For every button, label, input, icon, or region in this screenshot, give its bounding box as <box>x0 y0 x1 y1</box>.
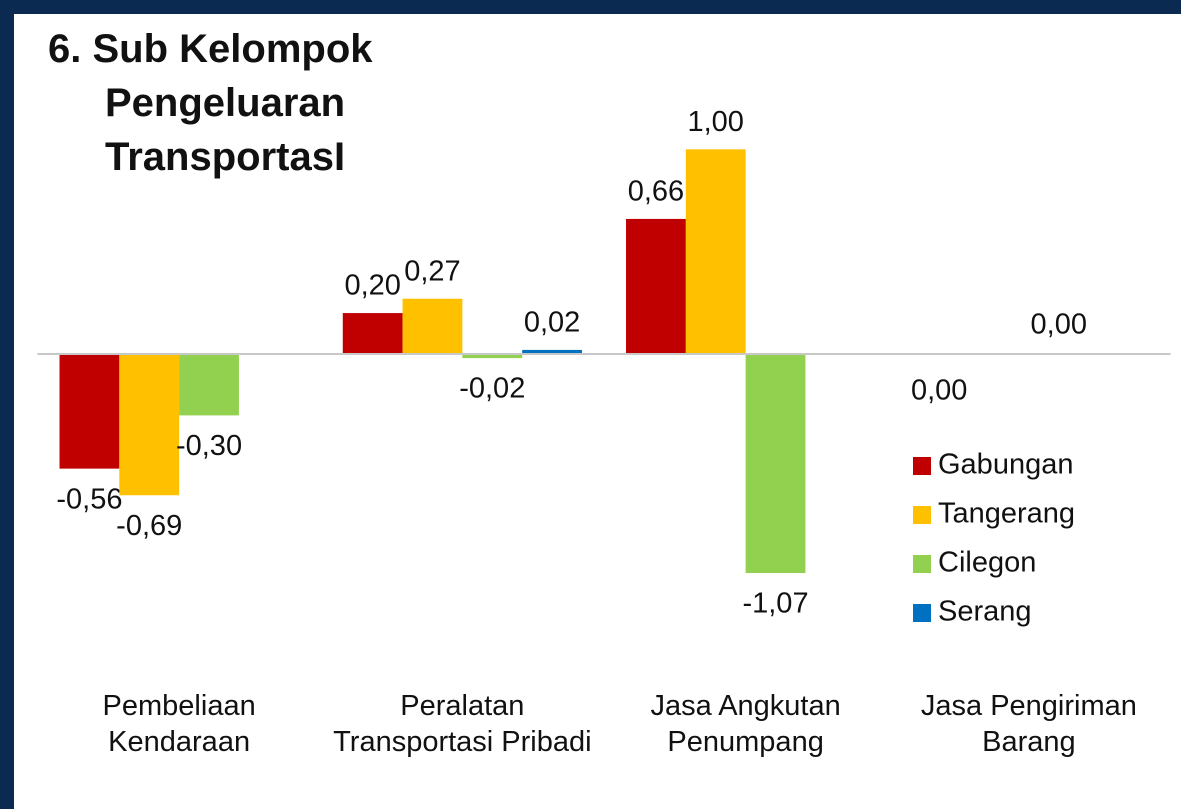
bar <box>685 149 746 354</box>
bar <box>462 354 523 359</box>
legend-label: Tangerang <box>938 498 1075 530</box>
value-label: 0,66 <box>628 176 684 208</box>
value-label: 0,00 <box>1031 309 1087 341</box>
value-label: -0,56 <box>56 483 122 515</box>
legend-swatch <box>913 457 931 475</box>
value-label: 0,20 <box>344 270 400 302</box>
bar <box>522 349 582 354</box>
bar <box>342 313 403 354</box>
bar <box>745 354 806 573</box>
bar <box>402 298 463 354</box>
legend-label: Cilegon <box>938 547 1036 579</box>
chart-title: 6. Sub Kelompok Pengeluaran TransportasI <box>48 27 373 179</box>
legend-swatch <box>913 555 931 573</box>
value-label: -0,69 <box>116 510 182 542</box>
bar <box>626 218 686 354</box>
value-label: 0,27 <box>404 255 460 287</box>
legend-swatch <box>913 506 931 524</box>
bar <box>59 354 120 469</box>
value-label: 1,00 <box>687 106 743 138</box>
bar <box>179 354 239 416</box>
value-label: 0,02 <box>524 307 580 339</box>
x-tick-label: Peralatan Transportasi Pribadi <box>333 690 592 758</box>
legend-label: Gabungan <box>938 449 1073 481</box>
value-label: -1,07 <box>742 588 808 620</box>
value-label: -0,02 <box>459 373 525 405</box>
legend-swatch <box>913 604 931 622</box>
x-tick-label: Jasa Pengiriman Barang <box>920 690 1137 758</box>
value-label: -0,30 <box>176 430 242 462</box>
value-label: 0,00 <box>911 375 967 407</box>
x-tick-label: Jasa Angkutan Penumpang <box>650 690 841 758</box>
legend-label: Serang <box>938 596 1032 628</box>
x-tick-label: Pembeliaan Kendaraan <box>102 690 256 758</box>
bar <box>119 354 180 496</box>
